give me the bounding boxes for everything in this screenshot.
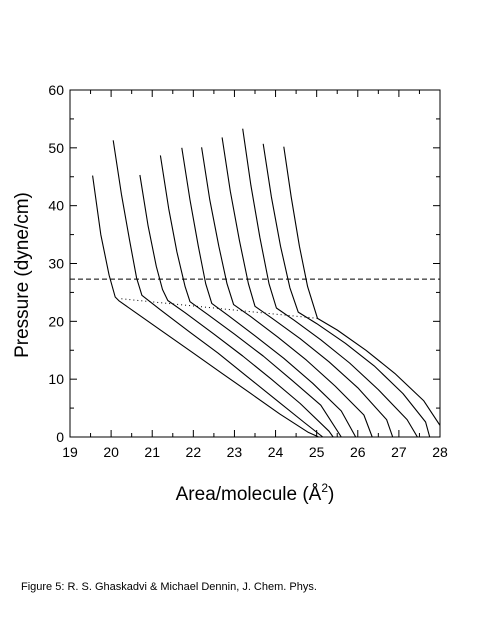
- isotherm-line-4: [159, 155, 342, 437]
- x-tick-label: 19: [62, 444, 78, 460]
- y-tick-label: 30: [48, 256, 64, 272]
- y-tick-label: 50: [48, 140, 64, 156]
- isotherm-line-8: [242, 128, 418, 437]
- axes: 19 20 21 22 23 24 25 26 27 28 0 10 20 30 40 50 60: [48, 82, 448, 460]
- y-tick-label: 10: [48, 371, 64, 387]
- y-tick-label: 20: [48, 313, 64, 329]
- y-tick-label: 60: [48, 82, 64, 98]
- isotherm-line-7: [221, 137, 394, 437]
- x-axis-label-superscript: 2: [321, 481, 328, 495]
- reference-lines: [70, 278, 440, 319]
- isotherm-line-1: [92, 175, 319, 437]
- isotherm-line-9: [262, 143, 431, 437]
- x-tick-label: 26: [350, 444, 366, 460]
- x-tick-label: 22: [186, 444, 202, 460]
- isotherm-series: [92, 128, 440, 437]
- x-axis-label-close: ): [328, 484, 334, 505]
- x-tick-label: 20: [103, 444, 119, 460]
- isotherm-line-3: [139, 174, 334, 437]
- x-tick-label: 24: [268, 444, 284, 460]
- figure-caption: Figure 5: R. S. Ghaskadvi & Michael Denn…: [21, 581, 317, 593]
- plot-frame: [69, 89, 441, 438]
- x-axis-label: Area/molecule (Å2): [176, 481, 335, 505]
- x-tick-label: 25: [309, 444, 325, 460]
- x-tick-label: 23: [227, 444, 243, 460]
- isotherm-line-5: [181, 147, 357, 437]
- isotherm-line-10: [283, 146, 440, 426]
- isotherm-line-6: [201, 147, 373, 437]
- x-tick-label: 28: [432, 444, 448, 460]
- x-tick-label: 21: [144, 444, 160, 460]
- x-tick-label: 27: [391, 444, 407, 460]
- y-tick-label: 0: [56, 429, 64, 445]
- x-axis-label-main: Area/molecule (Å: [176, 484, 322, 505]
- y-axis-label: Pressure (dyne/cm): [12, 192, 33, 358]
- isotherm-line-2: [112, 140, 324, 437]
- y-tick-label: 40: [48, 198, 64, 214]
